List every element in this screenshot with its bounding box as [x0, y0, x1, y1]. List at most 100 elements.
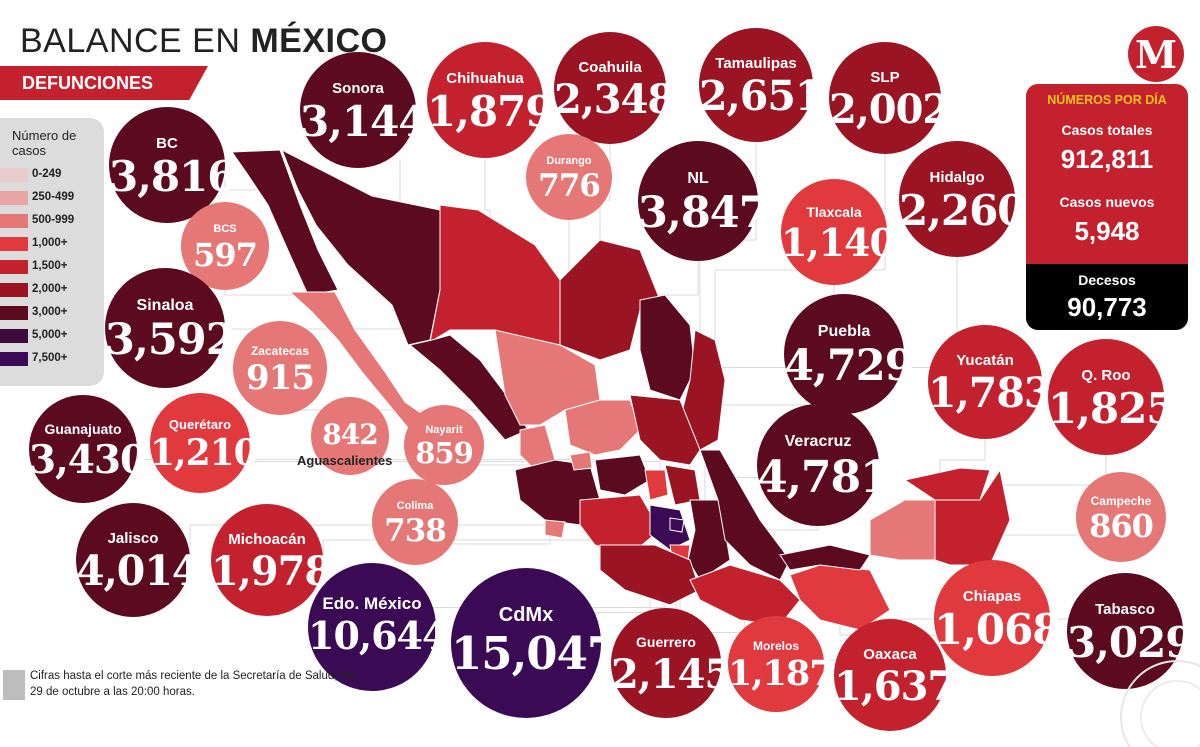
- legend-swatch: [0, 283, 28, 297]
- state-value: 4,729: [784, 341, 915, 391]
- state-bubble: Tamaulipas 2,651: [699, 28, 823, 142]
- state-bubble: Coahuila 2,348: [554, 32, 675, 144]
- legend-label: 7,500+: [32, 352, 68, 364]
- state-bubble: Chihuahua 1,879: [427, 42, 555, 158]
- state-bubble: Sinaloa 3,592: [105, 268, 236, 388]
- subtitle-banner: DEFUNCIONES: [0, 66, 208, 100]
- state-value: 3,592: [105, 315, 236, 365]
- state-colima: [544, 519, 566, 539]
- legend-swatch: [0, 306, 28, 320]
- state-san-luis-potosi: [629, 394, 701, 466]
- state-name: Querétaro: [168, 417, 232, 432]
- legend-swatch: [0, 352, 28, 366]
- state-name: Jalisco: [107, 530, 159, 547]
- state-name: Michoacán: [228, 531, 306, 548]
- page-title: BALANCE EN MÉXICO: [20, 22, 387, 61]
- state-name: Nayarit: [425, 424, 463, 436]
- legend-item: 5,000+: [0, 327, 104, 347]
- legend-label: 1,500+: [32, 260, 68, 272]
- state-bubble: SLP 2,002: [829, 42, 950, 154]
- state-bubble: 842: [311, 397, 389, 475]
- total-cases-label: Casos totales: [1061, 122, 1153, 138]
- state-guanajuato: [594, 454, 651, 496]
- state-value: 859: [415, 436, 474, 470]
- state-name: Chiapas: [962, 588, 1022, 605]
- state-value: 3,430: [29, 437, 147, 483]
- state-guerrero: [599, 544, 701, 606]
- state-campeche: [869, 499, 936, 561]
- state-name: Guanajuato: [44, 421, 122, 437]
- legend-label: 3,000+: [32, 306, 68, 318]
- state-bubble: Edo. México 10,644: [308, 563, 448, 691]
- state-bubble: Oaxaca 1,637: [834, 619, 955, 731]
- state-chihuahua: [429, 204, 561, 351]
- state-bubble: Morelos 1,187: [728, 616, 834, 712]
- state-value: 3,816: [109, 152, 237, 201]
- leader-line: [939, 440, 986, 480]
- legend-label: 2,000+: [32, 283, 68, 295]
- state-name: Hidalgo: [929, 169, 985, 186]
- state-value: 3,029: [1067, 618, 1195, 667]
- state-value: 15,047: [451, 627, 618, 680]
- state-bubble: BCS 597: [181, 202, 269, 290]
- state-tabasco: [779, 544, 871, 571]
- state-name: Zacatecas: [250, 344, 310, 358]
- state-value: 1,210: [150, 432, 259, 474]
- state-value: 1,140: [781, 220, 896, 265]
- aguascalientes-label: Aguascalientes: [297, 453, 393, 468]
- state-value: 1,637: [834, 663, 955, 710]
- state-hidalgo: [664, 464, 701, 506]
- state-name: Puebla: [817, 323, 871, 340]
- state-value: 4,014: [76, 547, 200, 595]
- state-value: 2,145: [611, 651, 732, 698]
- state-value: 2,348: [554, 76, 675, 123]
- state-name: Oaxaca: [863, 646, 917, 663]
- logo-letter: M: [1134, 32, 1178, 77]
- state-value: 597: [193, 236, 258, 274]
- state-value: 3,144: [300, 97, 428, 146]
- legend-swatch: [0, 168, 28, 182]
- decorative-ring-inner: [1140, 680, 1200, 747]
- state-value: 776: [538, 168, 601, 204]
- state-name: Sinaloa: [136, 297, 194, 314]
- state-bubble: Durango 776: [526, 134, 612, 220]
- state-name: CdMx: [498, 604, 554, 626]
- new-cases-label: Casos nuevos: [1059, 194, 1155, 210]
- panel-header: NÚMEROS POR DÍA: [1047, 93, 1167, 107]
- state-tamaulipas: [679, 329, 726, 451]
- source-note: Cifras hasta el corte más reciente de la…: [30, 670, 357, 698]
- state-value: 1,068: [934, 605, 1062, 654]
- state-value: 1,825: [1048, 384, 1176, 433]
- state-oaxaca: [689, 564, 801, 626]
- total-cases-value: 912,811: [1060, 144, 1154, 174]
- panel-deaths-section: Decesos 90,773: [1026, 264, 1188, 330]
- state-bubble: Campeche 860: [1076, 472, 1166, 562]
- state-name: BCS: [213, 223, 237, 235]
- state-bubble: Michoacán 1,978: [211, 504, 332, 616]
- state-bubble: Colima 738: [372, 479, 458, 565]
- legend-item: 250-499: [0, 189, 104, 209]
- legend-item: 1,500+: [0, 258, 104, 278]
- state-value: 2,651: [699, 72, 823, 120]
- milenio-logo: M: [1128, 26, 1184, 82]
- state-aguascalientes: [569, 451, 593, 471]
- title-light: BALANCE EN: [20, 22, 251, 60]
- state-name: Sonora: [332, 80, 384, 97]
- state-value: 4,781: [757, 452, 891, 503]
- state-name: Chihuahua: [446, 70, 524, 87]
- state-bubble: Nayarit 859: [404, 405, 484, 485]
- state-value: 1,879: [427, 87, 555, 136]
- state-name: BC: [156, 135, 178, 152]
- legend-swatch: [0, 237, 28, 251]
- note-marker: [3, 670, 25, 700]
- state-bubble: Puebla 4,729: [784, 294, 915, 414]
- state-zacatecas: [564, 399, 641, 456]
- legend-title: Número de casos: [12, 128, 77, 158]
- leader-line: [322, 520, 611, 560]
- state-bubble: Zacatecas 915: [233, 321, 327, 415]
- deaths-label: Decesos: [1078, 272, 1136, 288]
- state-bubble: Querétaro 1,210: [150, 393, 259, 493]
- state-value: 2,002: [829, 86, 950, 133]
- state-bubble: Sonora 3,144: [300, 52, 428, 168]
- state-bubble: Guerrero 2,145: [611, 608, 732, 718]
